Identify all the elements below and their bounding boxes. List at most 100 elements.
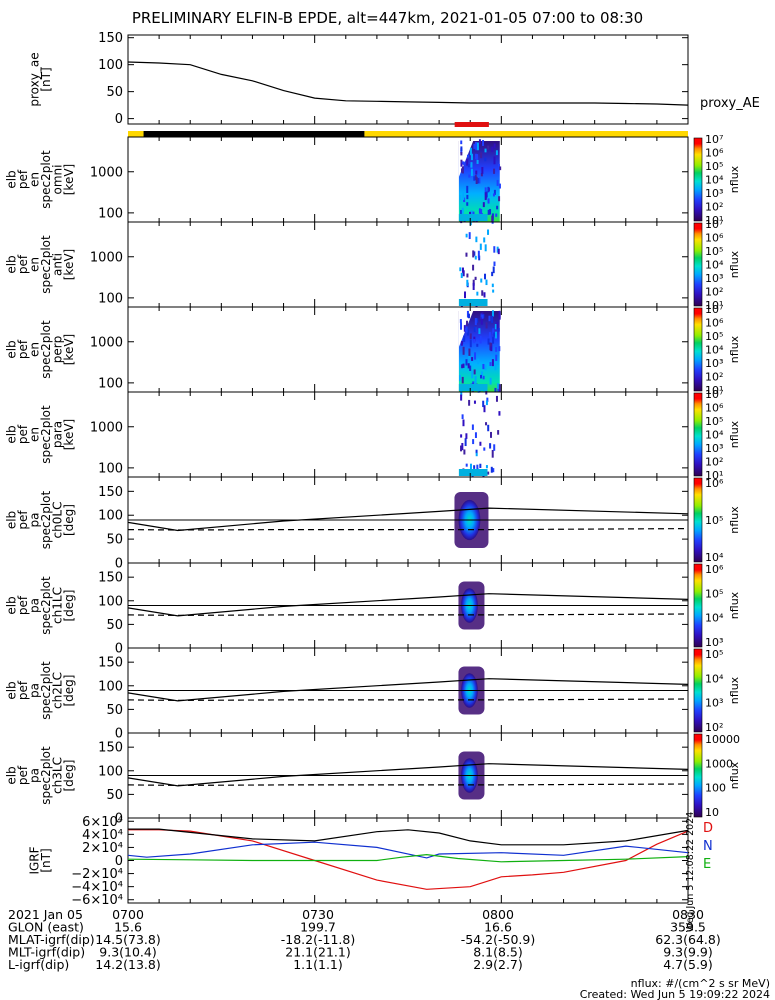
spectrogram-low-energy	[458, 299, 488, 306]
spectrogram-pixel	[487, 338, 490, 345]
spectrogram-pixel	[469, 147, 472, 156]
pitch-angle-tick-label: 150	[98, 485, 123, 500]
colorbar	[693, 648, 703, 733]
spectrogram-pixel	[497, 388, 500, 392]
spectrogram-pixel	[466, 329, 469, 336]
anti-loss-cone-line	[127, 613, 689, 617]
spectrogram-pixel	[496, 205, 499, 210]
spectrogram-pixel	[460, 140, 463, 145]
colorbar-label: 10⁷	[705, 218, 723, 231]
spectrogram-pixel	[474, 376, 477, 384]
spectrogram-pixel	[491, 449, 494, 458]
ephemeris-value: 0830	[672, 907, 704, 922]
spectrogram-tick-label: 100	[98, 461, 123, 476]
colorbar-unit: nflux	[728, 420, 741, 448]
colorbar	[693, 477, 703, 563]
spectrogram-tick-label: 100	[98, 376, 123, 391]
ae-tick-label: 50	[106, 85, 123, 100]
igrf-ylabel-line: IGRF	[27, 846, 41, 874]
spectrogram-pixel	[470, 210, 473, 217]
spectrogram-pixel	[463, 325, 466, 332]
colorbar-label: 10¹	[705, 299, 723, 312]
spectrogram-pixel	[498, 346, 501, 352]
spectrogram-pixel	[478, 177, 481, 184]
spectrogram-pixel	[473, 176, 476, 181]
colorbar-unit: nflux	[728, 335, 741, 363]
spectrogram-pixel	[497, 328, 500, 332]
colorbar-label: 10⁵	[705, 330, 723, 343]
colorbar	[693, 733, 703, 818]
spectrogram-pixel	[479, 463, 482, 468]
spectrogram-pixel	[461, 340, 464, 345]
spectrogram-pixel	[486, 397, 489, 402]
spectrogram-pixel	[489, 192, 492, 197]
spectrogram-panel-frame	[127, 136, 689, 223]
ephemeris-value: 0800	[482, 907, 514, 922]
spectrogram-pixel	[464, 438, 467, 447]
spectrogram-pixel	[492, 336, 495, 344]
spectrogram-pixel	[473, 326, 476, 333]
created-stamp: Created: Wed Jun 5 19:09:22 2024	[580, 988, 770, 1000]
colorbar-label: 10³	[705, 187, 723, 200]
spectrogram-pixel	[477, 250, 480, 258]
spectrogram-pixel	[468, 399, 471, 406]
spectrogram-pixel	[499, 166, 502, 171]
spectrogram-pixel	[469, 333, 472, 339]
spectrogram-pixel	[466, 320, 469, 327]
spectrogram-pixel	[474, 432, 477, 438]
spectrogram-ylabel-line: [keV]	[62, 334, 76, 365]
spectrogram-pixel	[461, 442, 464, 451]
spectrogram-pixel	[472, 250, 475, 258]
spectrogram-tick-label: 1000	[90, 335, 123, 350]
colorbar-label: 10⁵	[705, 245, 723, 258]
igrf-tick-label: −2×10⁴	[71, 867, 123, 882]
spectrogram-pixel	[483, 405, 486, 413]
igrf-legend-n: N	[703, 839, 713, 854]
anti-loss-cone-line	[127, 698, 689, 702]
spectrogram-tick-label: 1000	[90, 420, 123, 435]
ephemeris-row-label: GLON (east)	[8, 920, 84, 935]
pitch-angle-ylabel-line: spec2plot	[39, 661, 53, 720]
spectrogram-ylabel-line: en	[27, 257, 41, 272]
pitch-angle-tick-label: 50	[106, 703, 123, 718]
spectrogram-pixel	[497, 430, 500, 435]
spectrogram-pixel	[467, 363, 470, 369]
spectrogram-pixel	[472, 282, 475, 290]
ephemeris-row-label: 2021 Jan 05	[8, 907, 83, 922]
pitch-angle-tick-label: 100	[98, 594, 123, 609]
pitch-angle-ylabel-line: ch2LC	[50, 672, 64, 709]
spectrogram-ylabel-line: elb	[4, 340, 18, 358]
spectrogram-pixel	[473, 339, 476, 344]
spectrogram-panel-frame	[127, 391, 689, 478]
science-zone-bar	[454, 122, 489, 127]
spectrogram-pixel	[483, 237, 486, 243]
spectrogram-tick-label: 1000	[90, 165, 123, 180]
ae-tick-label: 150	[98, 31, 123, 46]
spectrogram-pixel	[489, 362, 492, 366]
colorbar-label: 10⁵	[705, 160, 723, 173]
pitch-angle-ylabel-line: pa	[27, 768, 41, 783]
spectrogram-ylabel-line: spec2plot	[39, 235, 53, 294]
spectrogram-ylabel-line: spec2plot	[39, 320, 53, 379]
ae-tick-label: 100	[98, 58, 123, 73]
spectrogram-pixel	[480, 278, 483, 283]
ephemeris-value: 21.1(21.1)	[285, 945, 350, 960]
spectrogram-pixel	[473, 369, 476, 375]
spectrogram-pixel	[465, 463, 468, 467]
plot-title: PRELIMINARY ELFIN-B EPDE, alt=447km, 202…	[131, 9, 644, 27]
spectrogram-pixel	[460, 209, 463, 214]
spectrogram-pixel	[461, 414, 464, 420]
spectrogram-pixel	[476, 464, 479, 473]
units-note: nflux: #/(cm^2 s sr MeV)	[631, 977, 770, 990]
colorbar-label: 10⁴	[705, 344, 724, 357]
igrf-tick-label: −4×10⁴	[71, 880, 123, 895]
colorbar	[693, 563, 703, 648]
spectrogram-pixel	[466, 154, 469, 158]
colorbar-label: 10³	[705, 272, 723, 285]
pitch-angle-tick-label: 0	[115, 642, 123, 657]
spectrogram-pixel	[493, 261, 496, 267]
spectrogram-pixel	[496, 361, 499, 365]
status-bar-segment	[143, 131, 365, 137]
pitch-angle-ylabel-line: pef	[16, 595, 30, 615]
